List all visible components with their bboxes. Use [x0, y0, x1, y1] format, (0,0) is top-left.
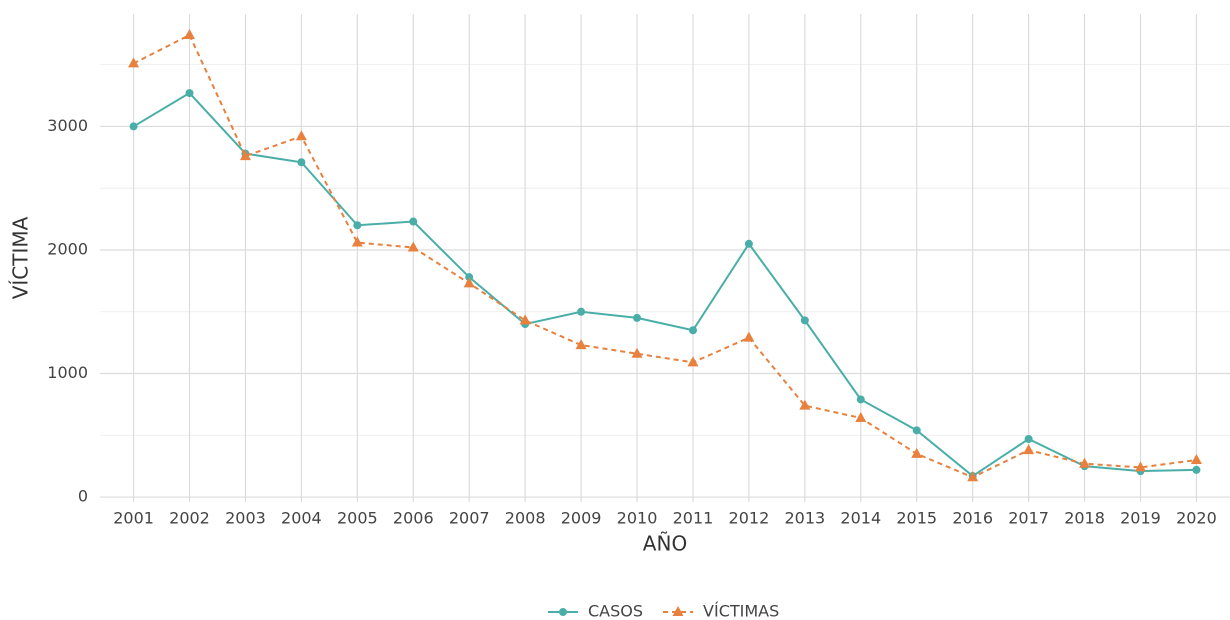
- x-tick-label: 2007: [449, 509, 490, 528]
- data-point: [465, 273, 474, 282]
- x-tick-label: 2002: [169, 509, 210, 528]
- x-tick-label: 2001: [113, 509, 154, 528]
- data-point: [743, 331, 755, 342]
- data-point: [1023, 444, 1035, 455]
- data-point: [633, 313, 642, 322]
- x-tick-label: 2020: [1176, 509, 1217, 528]
- data-point: [1134, 461, 1146, 472]
- data-point: [184, 29, 196, 40]
- y-tick-label: 3000: [47, 116, 88, 135]
- data-point: [407, 241, 419, 252]
- data-point: [129, 122, 138, 131]
- data-point: [297, 158, 306, 167]
- x-tick-label: 2005: [337, 509, 378, 528]
- data-point: [1192, 465, 1201, 474]
- x-tick-label: 2019: [1120, 509, 1161, 528]
- data-point: [1024, 434, 1033, 443]
- series-line: [133, 91, 1197, 478]
- x-axis-title: AÑO: [643, 532, 687, 556]
- x-tick-label: 2004: [281, 509, 322, 528]
- data-point: [1079, 457, 1091, 468]
- x-tick-label: 2010: [617, 509, 658, 528]
- data-point: [577, 307, 586, 316]
- legend-marker: [559, 608, 567, 616]
- data-point: [744, 239, 753, 248]
- data-point: [575, 339, 587, 350]
- data-point: [855, 411, 867, 422]
- data-point: [800, 316, 809, 325]
- data-point: [688, 326, 697, 335]
- x-tick-label: 2014: [840, 509, 881, 528]
- y-tick-label: 2000: [47, 239, 88, 258]
- x-tick-label: 2012: [729, 509, 770, 528]
- data-point: [911, 447, 923, 458]
- legend-label: CASOS: [588, 602, 643, 620]
- x-tick-label: 2017: [1008, 509, 1049, 528]
- data-point: [295, 130, 307, 141]
- data-point: [799, 399, 811, 410]
- data-point: [409, 217, 418, 226]
- x-tick-label: 2006: [393, 509, 434, 528]
- x-tick-label: 2016: [952, 509, 993, 528]
- x-tick-label: 2009: [561, 509, 602, 528]
- y-tick-label: 0: [78, 487, 88, 506]
- x-tick-label: 2011: [673, 509, 714, 528]
- data-point: [463, 277, 475, 288]
- x-tick-label: 2018: [1064, 509, 1105, 528]
- legend-marker: [672, 606, 684, 616]
- x-tick-label: 2013: [784, 509, 825, 528]
- data-point: [128, 57, 140, 68]
- data-point: [912, 426, 921, 435]
- data-point: [1190, 453, 1202, 464]
- data-point: [631, 347, 643, 358]
- x-tick-label: 2015: [896, 509, 937, 528]
- y-tick-label: 1000: [47, 363, 88, 382]
- data-point: [185, 89, 194, 98]
- x-tick-label: 2003: [225, 509, 266, 528]
- x-tick-label: 2008: [505, 509, 546, 528]
- data-point: [856, 395, 865, 404]
- data-point: [353, 221, 362, 230]
- data-point: [967, 471, 979, 482]
- data-point: [519, 314, 531, 325]
- y-axis-title: VÍCTIMA: [9, 216, 33, 299]
- data-point: [687, 356, 699, 367]
- legend-label: VÍCTIMAS: [703, 602, 779, 620]
- data-point: [239, 150, 251, 161]
- series-line: [133, 33, 1197, 479]
- data-point: [351, 236, 363, 247]
